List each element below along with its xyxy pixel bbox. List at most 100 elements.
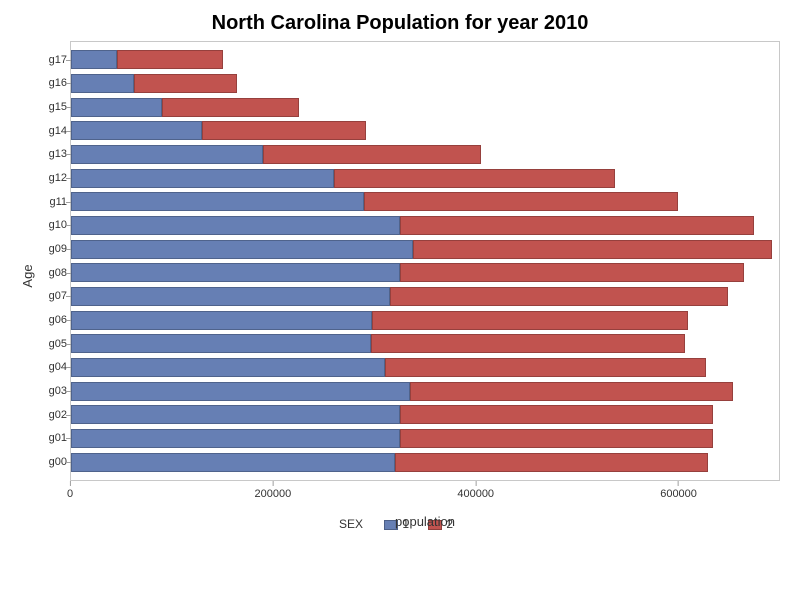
plot-wrap: g00g01g02g03g04g05g06g07g08g09g10g11g12g… [70,41,780,511]
bar-segment-2 [413,240,772,259]
bar-stack [71,287,728,306]
bar-row: g07 [71,285,779,309]
bar-stack [71,216,754,235]
bar-stack [71,192,678,211]
bar-row: g11 [71,190,779,214]
bar-segment-2 [117,50,223,69]
y-tick-label: g10 [35,219,67,231]
bars-group: g00g01g02g03g04g05g06g07g08g09g10g11g12g… [71,42,779,480]
x-tick: 600000 [660,481,697,500]
x-tick-label: 200000 [254,488,291,500]
bar-segment-2 [162,98,299,117]
y-axis-label: Age [20,264,35,287]
bar-segment-2 [134,74,237,93]
y-tick-label: g03 [35,385,67,397]
y-tick-label: g01 [35,432,67,444]
bar-row: g16 [71,72,779,96]
bar-segment-1 [71,98,162,117]
bar-stack [71,169,615,188]
y-tick-label: g14 [35,125,67,137]
y-tick-label: g09 [35,243,67,255]
x-axis-label: population [395,514,455,529]
bar-segment-1 [71,453,395,472]
bar-segment-2 [400,263,744,282]
bar-segment-1 [71,334,371,353]
y-tick-label: g13 [35,148,67,160]
bar-stack [71,334,685,353]
bar-row: g09 [71,237,779,261]
bar-segment-1 [71,74,134,93]
bar-segment-1 [71,311,372,330]
bar-segment-2 [400,405,714,424]
x-tick-label: 600000 [660,488,697,500]
bar-row: g12 [71,166,779,190]
bar-segment-1 [71,263,400,282]
bar-row: g15 [71,95,779,119]
bar-segment-2 [410,382,734,401]
bar-segment-1 [71,382,410,401]
y-tick-label: g16 [35,77,67,89]
bar-segment-2 [372,311,688,330]
y-tick-label: g02 [35,409,67,421]
bar-segment-2 [395,453,709,472]
bar-stack [71,98,299,117]
y-tick-label: g05 [35,338,67,350]
bar-segment-1 [71,192,364,211]
bar-row: g05 [71,332,779,356]
y-tick-label: g11 [35,196,67,208]
bar-segment-2 [371,334,685,353]
bar-segment-2 [263,145,480,164]
bar-segment-2 [390,287,729,306]
bar-stack [71,240,772,259]
y-tick-label: g17 [35,54,67,66]
bar-segment-1 [71,429,400,448]
y-tick-label: g04 [35,361,67,373]
x-tick: 400000 [457,481,494,500]
y-tick-label: g00 [35,456,67,468]
bar-segment-2 [385,358,707,377]
y-tick-label: g08 [35,267,67,279]
bar-segment-1 [71,121,202,140]
bar-row: g04 [71,356,779,380]
bar-row: g17 [71,48,779,72]
bar-stack [71,145,481,164]
bar-stack [71,121,366,140]
bar-segment-2 [400,429,714,448]
chart-container: North Carolina Population for year 2010 … [0,0,800,600]
bar-stack [71,50,223,69]
x-tick-label: 0 [67,488,73,500]
bar-stack [71,263,744,282]
y-tick-label: g07 [35,290,67,302]
bar-stack [71,405,713,424]
bar-stack [71,382,733,401]
bar-segment-1 [71,240,413,259]
y-tick-label: g12 [35,172,67,184]
bar-row: g06 [71,308,779,332]
bar-row: g13 [71,143,779,167]
bar-row: g01 [71,427,779,451]
plot-area: g00g01g02g03g04g05g06g07g08g09g10g11g12g… [70,41,780,481]
y-tick-label: g15 [35,101,67,113]
bar-segment-2 [202,121,366,140]
bar-stack [71,453,708,472]
bar-row: g03 [71,379,779,403]
y-tick-label: g06 [35,314,67,326]
bar-segment-1 [71,358,385,377]
x-tick-label: 400000 [457,488,494,500]
bar-row: g10 [71,214,779,238]
bar-row: g02 [71,403,779,427]
bar-segment-1 [71,169,334,188]
bar-stack [71,429,713,448]
chart-title: North Carolina Population for year 2010 [0,0,800,41]
bar-segment-1 [71,145,263,164]
bar-stack [71,311,688,330]
bar-segment-1 [71,50,117,69]
bar-row: g00 [71,450,779,474]
x-tick: 200000 [254,481,291,500]
bar-segment-1 [71,287,390,306]
bar-stack [71,358,706,377]
bar-segment-2 [364,192,678,211]
bar-stack [71,74,237,93]
bar-segment-1 [71,216,400,235]
x-tick: 0 [67,481,73,500]
